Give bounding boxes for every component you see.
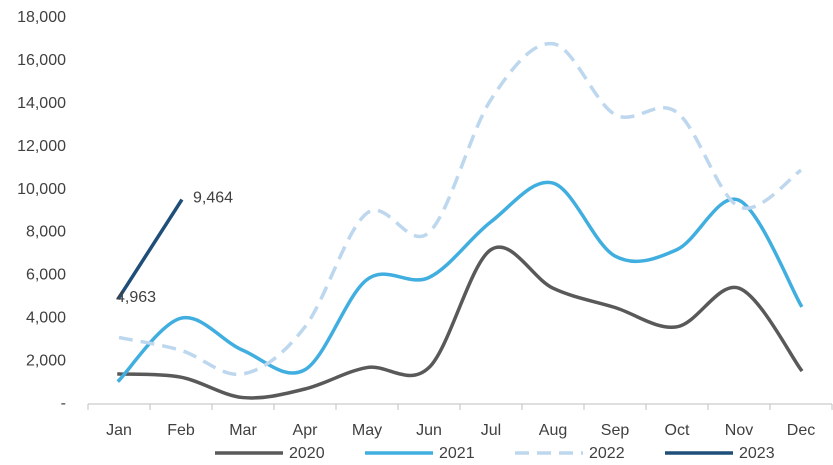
x-tick-label: Oct — [665, 422, 690, 439]
x-tick-label: Nov — [725, 422, 753, 439]
y-tick-label: 4,000 — [26, 309, 66, 326]
series-line — [117, 245, 804, 400]
y-tick-label: 12,000 — [17, 138, 66, 155]
x-tick-label: Aug — [539, 422, 567, 439]
y-tick-label: 8,000 — [26, 224, 66, 241]
series-line — [118, 41, 803, 377]
legend-label: 2023 — [739, 445, 775, 462]
x-tick-label: May — [352, 422, 382, 439]
x-tick-label: Jun — [416, 422, 442, 439]
y-tick-label: 14,000 — [17, 95, 66, 112]
data-label: 4,963 — [116, 289, 156, 306]
x-tick-label: Jul — [481, 422, 501, 439]
y-tick-label: 2,000 — [26, 352, 66, 369]
legend-label: 2021 — [439, 445, 475, 462]
y-tick-label: 6,000 — [26, 267, 66, 284]
y-tick-label: 16,000 — [17, 52, 66, 69]
x-tick-label: Mar — [229, 422, 257, 439]
series-line — [116, 180, 804, 383]
x-tick-label: Sep — [601, 422, 630, 439]
y-tick-label: - — [61, 395, 66, 412]
x-tick-label: Dec — [787, 422, 815, 439]
y-tick-label: 18,000 — [17, 9, 66, 26]
x-tick-label: Apr — [293, 422, 319, 439]
x-tick-label: Feb — [167, 422, 195, 439]
y-tick-label: 10,000 — [17, 181, 66, 198]
data-label: 9,464 — [193, 189, 233, 206]
series-line — [116, 198, 184, 300]
legend-label: 2020 — [289, 445, 325, 462]
x-tick-label: Jan — [106, 422, 132, 439]
legend-label: 2022 — [589, 445, 625, 462]
